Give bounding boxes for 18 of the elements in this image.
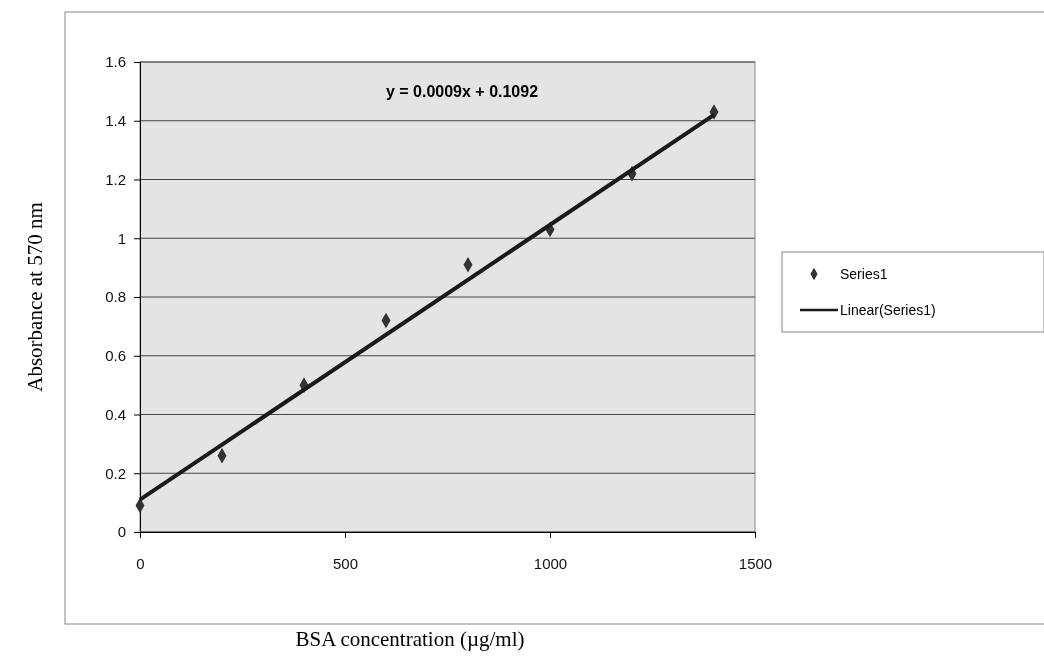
- y-tick-label: 1.2: [105, 170, 126, 188]
- legend-label: Series1: [840, 266, 888, 282]
- x-tick-label: 1000: [533, 554, 568, 572]
- x-tick-label: 0: [136, 554, 145, 572]
- y-tick-label: 1.4: [105, 112, 126, 130]
- x-tick-label: 1500: [738, 554, 773, 572]
- x-axis-title: BSA concentration (µg/ml): [295, 627, 525, 651]
- y-tick-label: 0: [117, 523, 126, 541]
- y-axis-title: Absorbance at 570 nm: [23, 202, 47, 392]
- annotation: y = 0.0009x + 0.1092: [385, 83, 539, 100]
- y-tick-label: 0.6: [105, 347, 126, 365]
- y-tick-label: 0.4: [105, 405, 126, 423]
- y-tick-label: 1.6: [105, 53, 126, 71]
- y-tick-label: 1: [117, 229, 126, 247]
- x-tick-label: 500: [332, 554, 359, 572]
- legend-label: Linear(Series1): [840, 302, 936, 318]
- y-tick-label: 0.8: [105, 288, 126, 306]
- y-tick-label: 0.2: [105, 464, 126, 482]
